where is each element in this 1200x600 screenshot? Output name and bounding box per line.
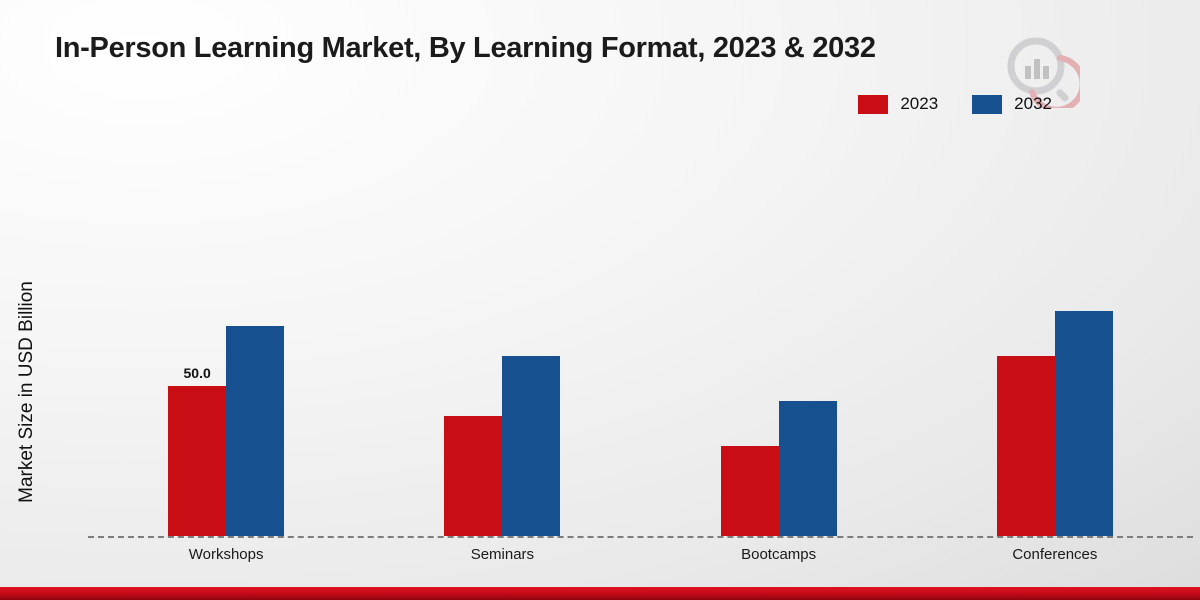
category-label-workshops: Workshops	[188, 546, 264, 563]
bar-group-seminars: Seminars	[444, 208, 561, 563]
legend-swatch-2023	[858, 94, 889, 114]
bar-group-bootcamps: Bootcamps	[720, 208, 837, 563]
bar-2023-seminars	[444, 416, 503, 536]
legend-label-2023: 2023	[900, 94, 939, 113]
category-label-seminars: Seminars	[470, 546, 535, 563]
bar-group-conferences: Conferences	[996, 208, 1113, 563]
legend-item-2023: 2023	[858, 94, 938, 114]
category-label-bootcamps: Bootcamps	[741, 546, 817, 563]
legend: 2023 2032	[858, 94, 1052, 114]
bar-2032-bootcamps	[778, 401, 837, 536]
bar-group-workshops: 50.0 Workshops	[168, 208, 285, 563]
legend-swatch-2032	[972, 94, 1003, 114]
plot-area: 50.0 Workshops Seminars Bootcamps Conference…	[88, 208, 1193, 563]
bar-2023-workshops: 50.0	[168, 365, 227, 536]
bar-2032-workshops	[226, 326, 285, 536]
footer-band	[0, 587, 1200, 600]
bar-2023-conferences	[996, 356, 1055, 536]
chart-title: In-Person Learning Market, By Learning F…	[55, 32, 876, 64]
category-label-conferences: Conferences	[1012, 546, 1098, 563]
y-axis-label: Market Size in USD Billion	[16, 281, 37, 503]
bar-2032-conferences	[1054, 311, 1113, 536]
bar-value-label: 50.0	[183, 365, 211, 381]
bar-2023-bootcamps	[720, 446, 779, 536]
legend-label-2032: 2032	[1014, 94, 1052, 113]
legend-item-2032: 2032	[972, 94, 1052, 114]
bar-2032-seminars	[502, 356, 561, 536]
brand-logo-watermark	[1007, 37, 1080, 108]
